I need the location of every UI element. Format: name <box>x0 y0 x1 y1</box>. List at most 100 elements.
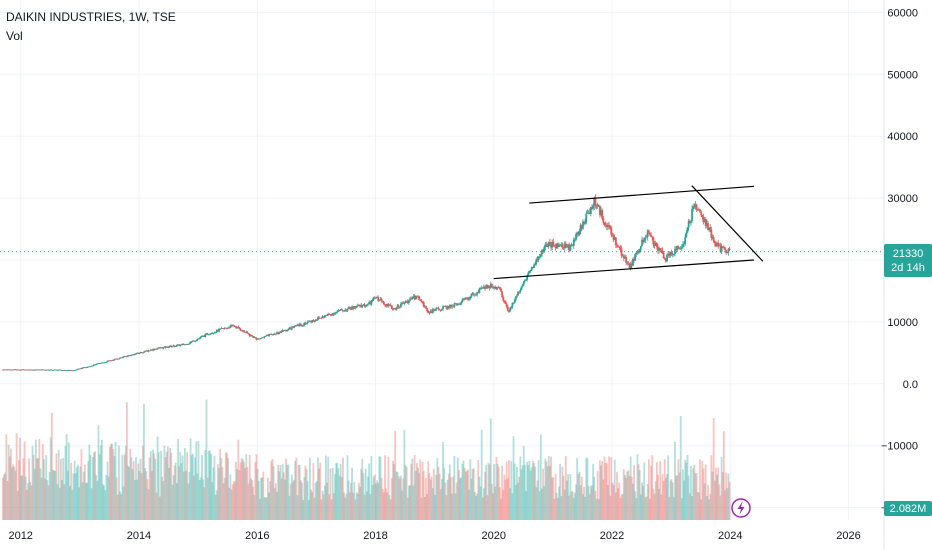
candle-body <box>278 332 281 334</box>
candle-body <box>553 245 556 246</box>
volume-bar <box>124 445 127 520</box>
candle-body <box>621 255 624 257</box>
candle-body <box>649 232 651 235</box>
volume-bar <box>718 484 721 520</box>
candle-body <box>406 300 409 303</box>
volume-bar <box>498 487 501 520</box>
candle-body <box>521 284 524 287</box>
candle-body <box>288 327 291 329</box>
candle-body <box>286 329 289 332</box>
volume-bar <box>165 451 168 520</box>
volume-bar <box>430 476 433 520</box>
volume-bar <box>535 487 538 520</box>
volume-bar <box>500 498 502 520</box>
candle-body <box>135 353 137 355</box>
volume-bar <box>682 469 684 520</box>
candle-body <box>199 336 202 338</box>
volume-bar <box>501 465 504 520</box>
volume-bar <box>526 462 529 520</box>
volume-bar <box>629 456 632 520</box>
candle-body <box>113 359 116 361</box>
volume-bar <box>334 474 336 520</box>
volume-bar <box>371 484 374 520</box>
candle-body <box>270 334 273 335</box>
candle-body <box>508 310 510 312</box>
volume-bar <box>107 476 110 520</box>
candle-body <box>413 295 416 300</box>
volume-bar <box>83 464 86 520</box>
volume-bar <box>456 457 459 520</box>
volume-bar <box>367 476 369 520</box>
candle-body <box>106 360 109 363</box>
volume-bar <box>343 492 345 520</box>
volume-bar <box>173 465 176 520</box>
volume-bar <box>508 460 510 520</box>
candle-body <box>710 229 713 238</box>
volume-bar <box>35 439 37 520</box>
lightning-icon[interactable] <box>731 498 751 518</box>
candle-body <box>450 304 452 307</box>
candle-body <box>571 244 574 246</box>
volume-bar <box>406 497 409 520</box>
volume-bar <box>451 493 454 520</box>
volume-bar <box>62 457 65 520</box>
candle-body <box>281 330 284 332</box>
candle-body <box>544 244 547 248</box>
candle-body <box>644 236 647 240</box>
candle-body <box>511 302 514 308</box>
volume-bar <box>79 466 82 520</box>
volume-bar <box>704 464 707 520</box>
volume-bar <box>710 455 713 520</box>
candle-body <box>713 241 716 244</box>
volume-bar <box>678 472 681 520</box>
x-axis[interactable]: 2012 2014 2016 2018 2020 2022 2024 2026 <box>8 530 860 542</box>
volume-bar <box>131 469 134 520</box>
y-tick-label: 60000 <box>887 7 918 19</box>
volume-bar <box>71 489 74 520</box>
volume-bar <box>115 477 118 520</box>
candle-body <box>639 246 642 250</box>
candle-body <box>218 328 220 332</box>
candle-body <box>574 239 576 241</box>
candle-body <box>99 363 102 364</box>
volume-bar <box>221 467 224 520</box>
volume-bar <box>294 460 297 520</box>
volume-bar <box>369 493 372 520</box>
candle-body <box>429 311 432 314</box>
candle-body <box>206 333 209 335</box>
candle-body <box>52 370 54 371</box>
volume-bar <box>141 445 144 520</box>
candle-body <box>693 206 696 208</box>
volume-bar <box>467 469 469 520</box>
candle-body <box>387 303 390 306</box>
candle-body <box>188 343 191 345</box>
candle-body <box>274 333 277 335</box>
candle-body <box>558 245 560 247</box>
candle-body <box>162 347 165 349</box>
candle-body <box>592 205 595 209</box>
candle-body <box>670 252 673 255</box>
candle-body <box>178 344 181 346</box>
candle-body <box>661 250 664 253</box>
candle-body <box>423 306 426 307</box>
trendlines[interactable] <box>493 185 764 280</box>
volume-bar <box>584 496 587 520</box>
candle-body <box>25 369 28 371</box>
volume-bar <box>323 485 326 520</box>
volume-bar <box>85 482 87 520</box>
candle-body <box>166 346 169 348</box>
volume-bar <box>20 475 23 520</box>
volume-bar <box>31 446 34 520</box>
volume-bar <box>472 468 475 520</box>
volume-bar <box>279 465 282 520</box>
volume-bar <box>497 466 500 520</box>
candle-body <box>660 249 663 251</box>
candle-body <box>541 250 543 255</box>
volume-bar <box>286 464 289 520</box>
volume-bar <box>203 487 206 520</box>
volume-bar <box>504 479 507 520</box>
volume-bar <box>68 442 70 520</box>
volume-bar <box>705 496 708 520</box>
candle-body <box>22 369 25 371</box>
